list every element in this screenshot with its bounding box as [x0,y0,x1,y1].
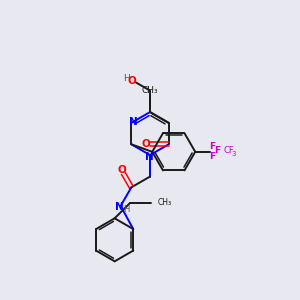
Text: O: O [128,76,136,86]
Text: CH₃: CH₃ [142,86,158,95]
Text: CF: CF [223,146,234,155]
Text: CH₃: CH₃ [158,198,172,207]
Text: N: N [145,152,154,163]
Text: H: H [123,205,129,214]
Text: H: H [123,74,130,82]
Text: O: O [117,165,126,175]
Text: N: N [116,202,124,212]
Text: F: F [214,146,220,155]
Text: N: N [129,117,137,127]
Text: O: O [142,139,151,149]
Text: F: F [209,152,215,161]
Text: F: F [209,142,215,151]
Text: 3: 3 [232,151,236,157]
